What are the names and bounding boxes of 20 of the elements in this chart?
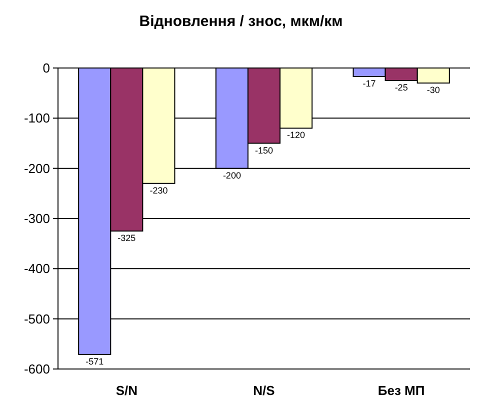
y-tick-label: -300 [24,211,50,226]
x-tick-label: N/S [253,383,276,398]
y-tick-label: -400 [24,261,50,276]
y-tick-label: -200 [24,160,50,176]
x-tick-label: S/N [116,383,138,398]
data-label: -200 [222,170,241,180]
data-label: -150 [254,145,274,156]
data-label: -571 [86,356,104,366]
y-tick-label: 0 [42,60,50,76]
data-label: -325 [118,233,136,244]
data-label: -30 [426,85,440,96]
data-label: -25 [394,82,408,93]
y-tick-label: -500 [24,311,50,326]
data-label: -120 [287,130,306,140]
chart-title: Відновлення / знос, мкм/км [139,13,343,30]
data-label: -17 [362,78,376,89]
y-tick-label: -600 [24,362,50,377]
data-label: -230 [150,185,168,196]
y-tick-label: -100 [24,110,50,126]
x-tick-label: Без МП [378,383,425,398]
